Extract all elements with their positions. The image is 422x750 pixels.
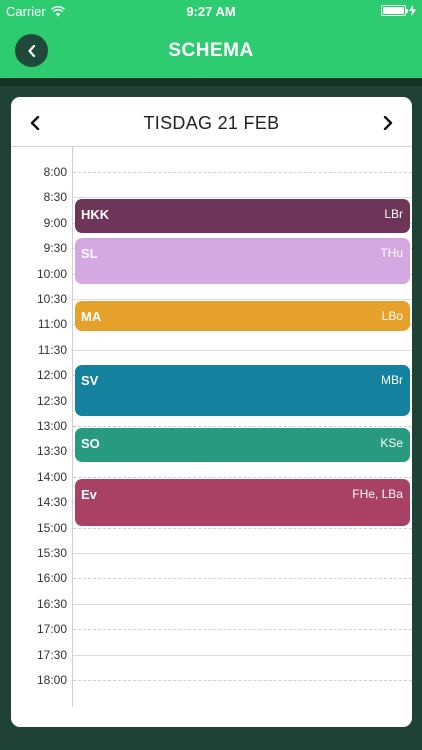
page-title: SCHEMA: [168, 40, 254, 61]
event-title: HKK: [81, 207, 110, 223]
event-title: SO: [81, 436, 100, 451]
event-teacher: FHe, LBa: [352, 486, 403, 501]
day-header: TISDAG 21 FEB: [11, 97, 412, 147]
time-label: 8:00: [43, 165, 67, 179]
time-label: 10:00: [36, 266, 67, 281]
day-title: TISDAG 21 FEB: [143, 113, 280, 133]
chevron-left-icon: [30, 116, 40, 130]
time-grid-line: [73, 349, 412, 351]
carrier-label: Carrier: [6, 4, 46, 19]
event-teacher: THu: [380, 245, 403, 260]
battery-icon: [381, 5, 408, 16]
time-grid-line: [73, 172, 412, 173]
time-label: 9:00: [43, 215, 67, 230]
status-left: Carrier: [6, 4, 65, 19]
event-block-sv[interactable]: SV MBr: [75, 364, 410, 416]
event-teacher: MBr: [381, 372, 403, 387]
event-title: SV: [81, 372, 99, 388]
event-teacher: LBr: [384, 207, 403, 222]
time-label: 8:30: [43, 190, 67, 205]
time-label: 16:30: [36, 596, 67, 611]
wifi-icon: [50, 6, 65, 17]
chevron-left-icon: [27, 44, 35, 57]
event-block-ma[interactable]: MA LBo: [75, 301, 410, 331]
time-grid-line: [73, 527, 412, 529]
time-label: 13:30: [36, 444, 67, 459]
event-block-sl[interactable]: SL THu: [75, 237, 410, 285]
time-label: 14:30: [36, 495, 67, 510]
time-grid-line: [73, 299, 412, 300]
time-label: 9:30: [43, 241, 67, 256]
time-label: 15:00: [36, 520, 67, 535]
time-grid-line: [73, 629, 412, 631]
time-label: 18:00: [36, 673, 67, 687]
charging-icon: [409, 5, 416, 16]
event-teacher: KSe: [380, 436, 403, 450]
status-time: 9:27 AM: [186, 4, 236, 19]
previous-day-button[interactable]: [25, 113, 45, 133]
event-teacher: LBo: [381, 309, 403, 323]
event-block-ev[interactable]: Ev FHe, LBa: [75, 478, 410, 526]
time-label: 15:30: [36, 546, 67, 560]
time-grid-line: [73, 654, 412, 656]
time-grid-line: [73, 603, 412, 605]
event-title: MA: [81, 309, 102, 324]
event-title: Ev: [81, 486, 97, 502]
time-grid-line: [73, 578, 412, 580]
chevron-right-icon: [383, 116, 393, 130]
time-label: 10:30: [36, 292, 67, 306]
time-grid-line: [73, 426, 412, 427]
time-label: 14:00: [36, 469, 67, 484]
time-label: 16:00: [36, 571, 67, 586]
time-grid-line: [73, 680, 412, 681]
time-grid-line: [73, 197, 412, 199]
time-label: 17:00: [36, 622, 67, 637]
event-block-hkk[interactable]: HKK LBr: [75, 199, 410, 234]
event-block-so[interactable]: SO KSe: [75, 428, 410, 463]
nav-shadow: [0, 78, 422, 86]
time-label: 12:00: [36, 368, 67, 383]
status-right: [381, 5, 416, 16]
status-bar: Carrier 9:27 AM: [0, 0, 422, 22]
event-title: SL: [81, 245, 98, 261]
back-button[interactable]: [15, 34, 48, 67]
schedule-card: TISDAG 21 FEB 8:00 8:30 9:00 9:30 10:00 10:30…: [11, 97, 412, 727]
time-label: 17:30: [36, 647, 67, 662]
nav-bar: SCHEMA: [0, 22, 422, 78]
timeline[interactable]: 8:00 8:30 9:00 9:30 10:00 10:30 11:00 11:30 12:0…: [11, 147, 412, 727]
time-label: 11:30: [37, 342, 67, 357]
time-label: 13:00: [36, 419, 67, 433]
next-day-button[interactable]: [378, 113, 398, 133]
time-grid-line: [73, 476, 412, 478]
time-label: 12:30: [36, 393, 67, 408]
time-label: 11:00: [37, 317, 67, 332]
time-grid-line: [73, 553, 412, 554]
time-column-divider: [72, 147, 73, 707]
